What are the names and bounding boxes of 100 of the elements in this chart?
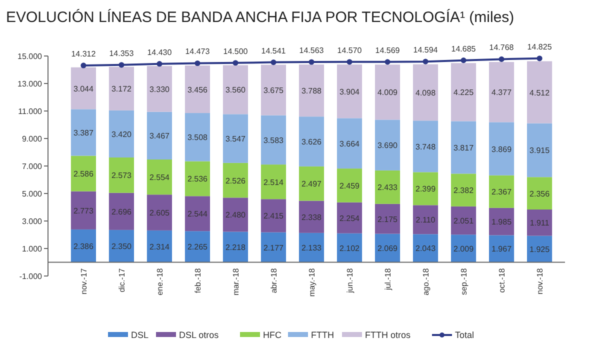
legend-label: HFC bbox=[263, 330, 282, 340]
bar bbox=[70, 191, 96, 230]
bar bbox=[374, 170, 400, 204]
bar bbox=[488, 62, 514, 122]
data-label: 3.583 bbox=[263, 136, 284, 145]
y-tick-label: 13.000 bbox=[18, 80, 43, 88]
bar bbox=[336, 202, 362, 234]
data-label: 4.512 bbox=[530, 88, 550, 98]
bar bbox=[374, 204, 400, 234]
data-label: 2.459 bbox=[339, 181, 360, 190]
data-label: 3.904 bbox=[339, 87, 360, 96]
data-label: 2.696 bbox=[111, 207, 132, 216]
bar bbox=[146, 230, 172, 262]
data-label: 3.748 bbox=[416, 142, 436, 152]
point bbox=[384, 59, 390, 65]
legend-label: Total bbox=[455, 330, 474, 340]
data-label: 2.350 bbox=[111, 242, 132, 252]
data-label: 2.218 bbox=[225, 243, 246, 252]
legend-label: DSL otros bbox=[179, 330, 220, 340]
data-label: 3.915 bbox=[530, 146, 550, 156]
x-tick-label: jul.-18 bbox=[384, 268, 393, 292]
x-tick-label: feb.-18 bbox=[193, 268, 202, 294]
bar bbox=[222, 198, 248, 232]
data-label: 3.547 bbox=[225, 134, 246, 144]
data-label: 2.102 bbox=[339, 244, 360, 253]
data-label: 4.098 bbox=[416, 88, 436, 98]
bar bbox=[146, 66, 172, 112]
point bbox=[232, 60, 238, 66]
data-label: 3.817 bbox=[454, 143, 474, 152]
bar bbox=[298, 64, 324, 117]
data-label: 2.265 bbox=[187, 242, 208, 252]
point bbox=[156, 61, 162, 67]
data-label: 3.172 bbox=[111, 84, 132, 94]
data-label: 1.967 bbox=[492, 244, 512, 254]
x-tick-label: nov.-18 bbox=[536, 268, 545, 294]
bar bbox=[450, 63, 476, 122]
bar bbox=[70, 67, 96, 110]
bar bbox=[488, 175, 514, 208]
data-label: 4.009 bbox=[377, 88, 398, 98]
bar bbox=[222, 232, 248, 262]
point bbox=[80, 62, 86, 68]
bar bbox=[222, 114, 248, 163]
x-tick-label: sep.-18 bbox=[460, 268, 469, 295]
data-label: 2.433 bbox=[377, 183, 398, 192]
data-label: 14.473 bbox=[185, 47, 210, 56]
data-label: 3.560 bbox=[225, 86, 246, 95]
point bbox=[498, 56, 504, 62]
data-label: 2.586 bbox=[73, 170, 94, 179]
data-label: 3.456 bbox=[187, 85, 208, 94]
bar bbox=[450, 174, 476, 206]
point bbox=[346, 59, 352, 65]
bar bbox=[298, 200, 324, 233]
point bbox=[422, 58, 428, 64]
bar bbox=[260, 64, 286, 116]
data-label: 14.685 bbox=[451, 44, 476, 54]
bar bbox=[374, 64, 400, 120]
legend-label: FTTH bbox=[311, 330, 334, 340]
bar bbox=[146, 194, 172, 230]
data-label: 2.514 bbox=[263, 178, 284, 187]
legend-label: FTTH otros bbox=[365, 330, 411, 340]
data-label: 2.356 bbox=[530, 189, 550, 198]
data-label: 2.544 bbox=[187, 210, 208, 219]
x-tick-label: may.-18 bbox=[308, 268, 316, 297]
bar bbox=[412, 64, 438, 121]
x-tick-label: ago.-18 bbox=[422, 268, 431, 296]
data-label: 14.563 bbox=[299, 46, 324, 56]
data-label: 14.570 bbox=[337, 46, 362, 55]
bar bbox=[450, 206, 476, 235]
bar bbox=[526, 61, 552, 124]
point bbox=[460, 58, 466, 64]
bar bbox=[450, 121, 476, 174]
data-label: 2.773 bbox=[73, 206, 94, 216]
bar bbox=[222, 162, 248, 198]
bar bbox=[298, 166, 324, 201]
bar bbox=[526, 177, 552, 210]
data-label: 2.175 bbox=[377, 214, 398, 224]
bar bbox=[70, 109, 96, 156]
point bbox=[536, 56, 542, 62]
data-label: 3.626 bbox=[301, 138, 322, 147]
y-tick-label: 15.000 bbox=[18, 52, 43, 61]
bar bbox=[336, 64, 362, 118]
data-label: 3.690 bbox=[377, 141, 398, 150]
data-label: 3.788 bbox=[301, 86, 322, 96]
y-tick-label: 7.000 bbox=[22, 162, 43, 171]
data-label: 14.353 bbox=[109, 48, 134, 58]
bar bbox=[184, 113, 210, 162]
data-label: 2.415 bbox=[263, 212, 284, 221]
data-label: 2.177 bbox=[263, 243, 284, 252]
bar bbox=[488, 235, 514, 262]
bar bbox=[108, 66, 134, 110]
data-label: 3.869 bbox=[492, 144, 512, 154]
data-label: 2.009 bbox=[454, 244, 474, 254]
data-label: 14.541 bbox=[261, 46, 286, 56]
data-label: 14.768 bbox=[489, 43, 514, 52]
data-label: 4.225 bbox=[454, 88, 474, 98]
bar bbox=[184, 66, 210, 114]
bar bbox=[298, 116, 324, 166]
data-label: 14.825 bbox=[527, 42, 552, 52]
bar bbox=[526, 123, 552, 178]
bar bbox=[260, 115, 286, 165]
